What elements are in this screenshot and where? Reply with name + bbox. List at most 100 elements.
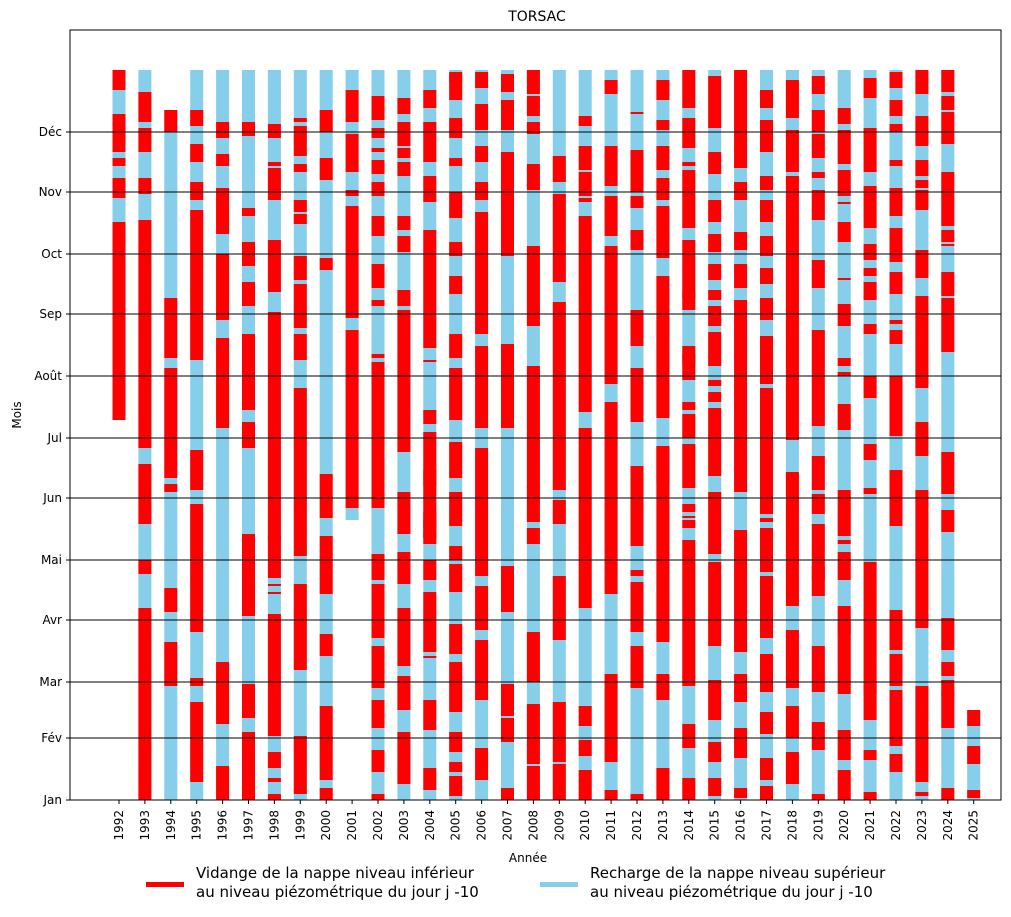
bar-vidange-2016-7	[734, 182, 748, 200]
bar-vidange-2005-11	[449, 276, 463, 294]
bar-vidange-2001-8	[345, 90, 359, 122]
bar-vidange-1993-0	[138, 608, 152, 800]
y-tick-label-Fév: Fév	[41, 731, 62, 745]
bar-vidange-2018-2	[785, 686, 799, 688]
bar-vidange-1996-2	[216, 338, 230, 428]
bar-vidange-2023-4	[915, 296, 929, 388]
bar-vidange-2005-6	[449, 546, 463, 560]
bar-vidange-2015-3	[708, 562, 722, 646]
bar-vidange-2012-10	[630, 150, 644, 186]
bar-vidange-2017-9	[760, 298, 773, 320]
bar-vidange-2021-8	[863, 376, 877, 398]
bar-vidange-2019-6	[811, 456, 825, 490]
bar-vidange-2013-9	[656, 120, 670, 130]
bar-vidange-2018-7	[785, 130, 799, 172]
bar-vidange-1992-4	[112, 70, 126, 90]
bar-vidange-1999-10	[293, 118, 307, 122]
bar-vidange-2023-3	[915, 422, 929, 456]
bar-vidange-2019-0	[811, 794, 825, 800]
bar-vidange-2024-0	[941, 788, 955, 800]
bar-recharge-2019	[811, 70, 825, 800]
x-tick-label-2018: 2018	[785, 810, 799, 841]
bar-vidange-2015-15	[708, 76, 722, 128]
x-tick-label-2017: 2017	[760, 810, 774, 841]
bar-vidange-2024-13	[941, 96, 955, 110]
bar-vidange-2000-1	[319, 706, 333, 780]
bar-vidange-2012-5	[630, 368, 644, 422]
bar-vidange-2021-16	[863, 78, 877, 98]
bar-vidange-2023-7	[915, 180, 929, 188]
bar-vidange-2014-5	[682, 520, 696, 528]
bar-vidange-2007-7	[501, 74, 514, 92]
bar-vidange-2010-6	[578, 172, 592, 196]
bar-vidange-1998-8	[267, 240, 281, 292]
bar-vidange-1997-3	[242, 422, 255, 448]
bar-vidange-1996-6	[216, 122, 230, 138]
bar-vidange-2004-0	[423, 768, 437, 790]
bar-vidange-1997-7	[242, 208, 255, 216]
bar-vidange-2014-7	[682, 504, 696, 512]
bar-vidange-2014-10	[682, 402, 696, 410]
bar-vidange-2015-6	[708, 392, 722, 402]
bar-vidange-2022-17	[889, 72, 903, 88]
bar-vidange-2012-11	[630, 112, 644, 114]
bar-vidange-2007-6	[501, 100, 514, 130]
bar-vidange-2016-0	[734, 788, 748, 798]
bar-vidange-1999-0	[293, 736, 307, 794]
x-tick-label-2023: 2023	[915, 810, 929, 841]
bar-vidange-2024-14	[941, 70, 955, 92]
bar-vidange-2017-0	[760, 786, 773, 800]
bar-vidange-2022-5	[889, 610, 903, 626]
bar-vidange-2012-6	[630, 310, 644, 346]
bar-vidange-2022-11	[889, 228, 903, 262]
bar-vidange-2005-2	[449, 732, 463, 752]
bar-vidange-2015-12	[708, 234, 722, 252]
bar-vidange-2014-14	[682, 240, 696, 310]
x-tick-label-2011: 2011	[604, 810, 618, 841]
bar-vidange-2001-5	[345, 206, 359, 318]
bar-vidange-2016-6	[734, 232, 748, 250]
x-tick-label-1996: 1996	[216, 810, 230, 841]
bar-vidange-2023-0	[915, 792, 929, 796]
bar-vidange-2015-2	[708, 680, 722, 720]
bar-vidange-1992-3	[112, 114, 126, 152]
bar-vidange-2013-3	[656, 446, 670, 484]
bar-vidange-2017-15	[760, 90, 773, 108]
bar-vidange-2012-0	[630, 794, 644, 800]
bar-vidange-2000-0	[319, 788, 333, 800]
bar-vidange-2001-7	[345, 134, 359, 172]
bar-vidange-2021-9	[863, 324, 877, 334]
x-tick-label-1998: 1998	[267, 810, 281, 841]
bar-vidange-2005-12	[449, 242, 463, 256]
bar-vidange-2008-4	[526, 486, 540, 522]
y-tick-label-Oct: Oct	[41, 247, 62, 261]
bar-vidange-2018-1	[785, 706, 799, 738]
bar-vidange-1999-2	[293, 388, 307, 556]
bar-vidange-2010-5	[578, 198, 592, 202]
y-tick-label-Jun: Jun	[42, 491, 62, 505]
bar-vidange-2011-5	[604, 146, 618, 186]
bar-vidange-1993-1	[138, 560, 152, 574]
bar-vidange-2005-4	[449, 624, 463, 654]
bar-vidange-2009-0	[552, 764, 566, 800]
bar-vidange-2024-12	[941, 112, 955, 144]
bar-vidange-2008-6	[526, 246, 540, 326]
bar-vidange-1995-3	[190, 450, 204, 490]
bar-vidange-2010-0	[578, 770, 592, 800]
x-tick-label-1997: 1997	[242, 810, 256, 841]
bar-vidange-2003-13	[397, 98, 411, 114]
bar-vidange-2014-9	[682, 414, 696, 438]
bar-vidange-2006-2	[475, 586, 489, 630]
bar-vidange-2002-8	[371, 300, 385, 306]
bar-vidange-2004-11	[423, 410, 437, 424]
bar-vidange-1997-4	[242, 334, 255, 410]
bar-vidange-1994-5	[164, 110, 178, 132]
bar-vidange-2011-3	[604, 246, 618, 384]
legend-label-recharge-line2: au niveau piézométrique du jour j -10	[590, 883, 873, 901]
bar-vidange-2015-10	[708, 290, 722, 300]
bar-vidange-2002-7	[371, 354, 385, 358]
bar-vidange-2006-7	[475, 182, 489, 200]
bar-vidange-2020-0	[837, 770, 851, 800]
bar-vidange-2019-7	[811, 330, 825, 426]
x-tick-label-2010: 2010	[578, 810, 592, 841]
